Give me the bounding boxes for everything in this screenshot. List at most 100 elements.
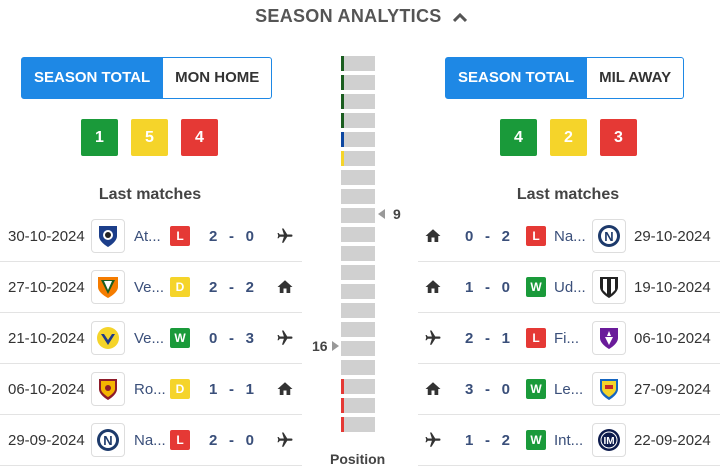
score-first: 2: [209, 431, 218, 449]
plane-icon: [424, 329, 442, 347]
match-date: 29-09-2024: [8, 431, 85, 449]
score-second: 1: [501, 329, 510, 347]
match-score: 2-0: [209, 432, 254, 449]
fiorentina-crest-icon: [592, 321, 626, 355]
away-position-marker: 9: [378, 206, 401, 222]
score-separator: -: [485, 227, 490, 245]
score-second: 2: [501, 227, 510, 245]
napoli-crest-icon: N: [91, 423, 125, 457]
plane-icon: [424, 431, 442, 449]
away-match-row[interactable]: 22-09-2024 IM Int... W 1-2: [418, 415, 720, 466]
opponent-name[interactable]: Int...: [554, 431, 584, 449]
opponent-name[interactable]: Na...: [134, 431, 166, 449]
opponent-name[interactable]: Ud...: [554, 278, 586, 296]
score-separator: -: [229, 329, 234, 347]
position-cell: [341, 170, 375, 185]
home-losses-badge: 4: [181, 119, 218, 156]
away-match-row[interactable]: 27-09-2024 Le... W 3-0: [418, 364, 720, 415]
position-cell: [341, 417, 375, 432]
home-icon: [424, 380, 442, 398]
home-season-total-tab[interactable]: SEASON TOTAL: [21, 57, 164, 99]
home-match-row[interactable]: 06-10-2024 Ro... D 1-1: [0, 364, 302, 415]
away-match-row[interactable]: 29-10-2024 N Na... L 0-2: [418, 211, 720, 262]
home-toggle: SEASON TOTAL MON HOME: [21, 57, 273, 99]
away-stats: 4 2 3: [500, 119, 637, 156]
match-score: 1-1: [209, 381, 254, 398]
home-draws-badge: 5: [131, 119, 168, 156]
away-match-row[interactable]: 06-10-2024 Fi... L 2-1: [418, 313, 720, 364]
home-venue-tab[interactable]: MON HOME: [163, 57, 273, 99]
home-match-row[interactable]: 27-10-2024 Ve... D 2-2: [0, 262, 302, 313]
zone-marker: [341, 398, 344, 413]
home-match-row[interactable]: 21-10-2024 Ve... W 0-3: [0, 313, 302, 364]
match-score: 1-0: [465, 279, 510, 296]
opponent-name[interactable]: At...: [134, 227, 161, 245]
position-cell: [341, 322, 375, 337]
away-position-value: 9: [393, 206, 401, 222]
position-cell: [341, 284, 375, 299]
score-separator: -: [485, 431, 490, 449]
result-badge: D: [170, 277, 190, 297]
result-badge: L: [170, 430, 190, 450]
position-cell: [341, 94, 375, 109]
opponent-name[interactable]: Le...: [554, 380, 584, 398]
result-badge: D: [170, 379, 190, 399]
match-score: 0-2: [465, 228, 510, 245]
plane-icon: [276, 227, 294, 245]
match-score: 1-2: [465, 432, 510, 449]
result-badge: L: [526, 226, 546, 246]
opponent-name[interactable]: Fi...: [554, 329, 579, 347]
chevron-up-icon[interactable]: [452, 7, 467, 28]
score-first: 1: [465, 431, 474, 449]
home-icon: [424, 278, 442, 296]
verona-crest-icon: [91, 321, 125, 355]
inter-crest-icon: IM: [592, 423, 626, 457]
match-date: 27-09-2024: [634, 380, 711, 398]
home-matches-list: 30-10-2024 At... L 2-0 27-10-2024 Ve... D 2-2 21…: [0, 211, 302, 466]
score-first: 3: [465, 380, 474, 398]
away-venue-tab[interactable]: MIL AWAY: [587, 57, 685, 99]
score-first: 1: [465, 278, 474, 296]
svg-text:N: N: [103, 433, 112, 448]
plane-icon: [276, 329, 294, 347]
zone-marker: [341, 56, 344, 71]
lecce-crest-icon: [592, 372, 626, 406]
position-cell: [341, 341, 375, 356]
udinese-crest-icon: [592, 270, 626, 304]
score-separator: -: [229, 227, 234, 245]
home-icon: [276, 380, 294, 398]
score-separator: -: [485, 380, 490, 398]
home-icon: [424, 227, 442, 245]
result-badge: W: [526, 379, 546, 399]
score-second: 2: [501, 431, 510, 449]
score-separator: -: [485, 278, 490, 296]
away-toggle: SEASON TOTAL MIL AWAY: [445, 57, 685, 99]
score-first: 2: [209, 227, 218, 245]
result-badge: L: [526, 328, 546, 348]
home-match-row[interactable]: 30-10-2024 At... L 2-0: [0, 211, 302, 262]
score-first: 2: [465, 329, 474, 347]
score-second: 3: [245, 329, 254, 347]
match-date: 29-10-2024: [634, 227, 711, 245]
position-cell: [341, 151, 375, 166]
league-position-column: [341, 56, 375, 436]
opponent-name[interactable]: Ro...: [134, 380, 166, 398]
away-match-row[interactable]: 19-10-2024 Ud... W 1-0: [418, 262, 720, 313]
position-cell: [341, 208, 375, 223]
score-second: 0: [245, 431, 254, 449]
position-cell: [341, 56, 375, 71]
zone-marker: [341, 113, 344, 128]
season-analytics-header[interactable]: SEASON ANALYTICS: [0, 6, 722, 28]
away-season-total-tab[interactable]: SEASON TOTAL: [445, 57, 588, 99]
pointer-right-icon: [331, 341, 339, 351]
match-score: 2-1: [465, 330, 510, 347]
opponent-name[interactable]: Ve...: [134, 278, 165, 296]
match-date: 21-10-2024: [8, 329, 85, 347]
opponent-name[interactable]: Na...: [554, 227, 586, 245]
home-stats: 1 5 4: [81, 119, 218, 156]
match-date: 19-10-2024: [634, 278, 711, 296]
opponent-name[interactable]: Ve...: [134, 329, 165, 347]
home-match-row[interactable]: 29-09-2024 N Na... L 2-0: [0, 415, 302, 466]
match-date: 27-10-2024: [8, 278, 85, 296]
match-score: 0-3: [209, 330, 254, 347]
